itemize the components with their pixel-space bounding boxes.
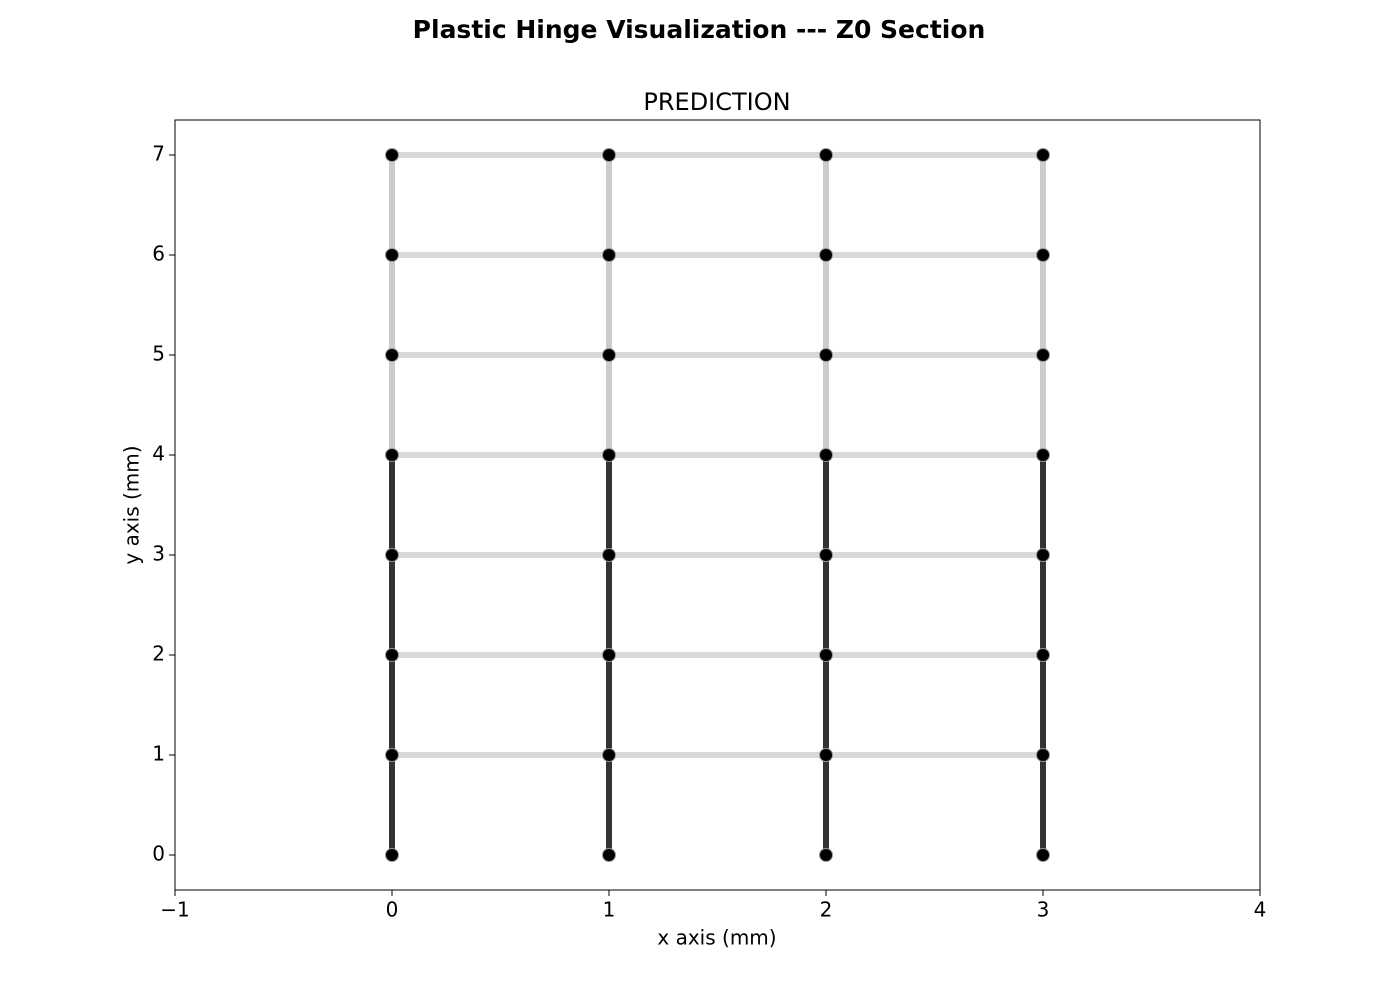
node [385,848,399,862]
x-tick-label: −1 [160,898,189,922]
chart-title: Plastic Hinge Visualization --- Z0 Secti… [413,15,986,44]
node [602,448,616,462]
node [1036,248,1050,262]
node [1036,148,1050,162]
node [385,748,399,762]
node [602,748,616,762]
node [819,148,833,162]
y-tick-label: 4 [152,442,165,466]
y-tick-label: 5 [152,342,165,366]
node [385,148,399,162]
node [819,248,833,262]
node [819,548,833,562]
node [1036,748,1050,762]
node [385,648,399,662]
node [1036,348,1050,362]
node [385,248,399,262]
y-axis-label: y axis (mm) [120,445,144,564]
node [385,348,399,362]
node [602,548,616,562]
node [819,848,833,862]
node [1036,548,1050,562]
x-tick-label: 2 [820,898,833,922]
y-tick-label: 0 [152,842,165,866]
node [602,248,616,262]
x-tick-label: 0 [386,898,399,922]
y-tick-label: 1 [152,742,165,766]
x-tick-label: 3 [1037,898,1050,922]
node [602,148,616,162]
x-tick-label: 1 [603,898,616,922]
x-tick-label: 4 [1254,898,1267,922]
node [819,648,833,662]
y-tick-label: 6 [152,242,165,266]
node [1036,448,1050,462]
node [602,848,616,862]
node [819,348,833,362]
node [602,648,616,662]
y-tick-label: 3 [152,542,165,566]
node [602,348,616,362]
node [1036,648,1050,662]
node [1036,848,1050,862]
node [385,548,399,562]
node [385,448,399,462]
plot-frame [174,119,1261,891]
x-axis-label: x axis (mm) [657,926,776,950]
y-tick-label: 2 [152,642,165,666]
chart-subtitle: PREDICTION [643,88,790,116]
node [819,448,833,462]
node [819,748,833,762]
y-tick-label: 7 [152,142,165,166]
